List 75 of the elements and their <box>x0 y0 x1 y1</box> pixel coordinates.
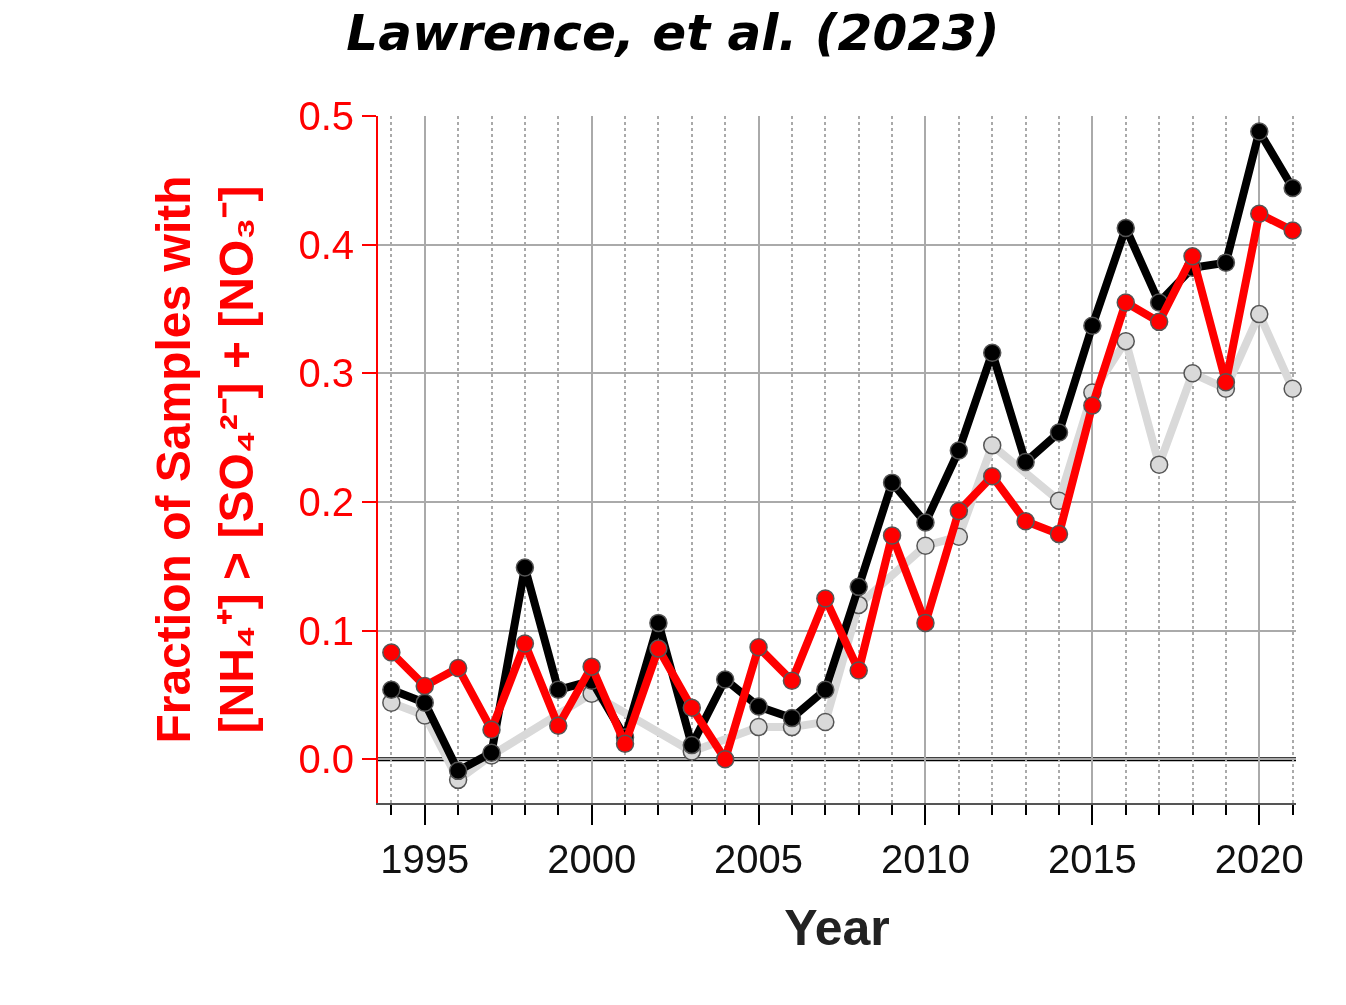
point <box>1183 364 1202 383</box>
chart-title: Lawrence, et al. (2023) <box>346 4 1000 63</box>
point <box>749 717 768 737</box>
point <box>615 734 635 754</box>
x-tick-label: 2005 <box>714 837 804 881</box>
point <box>1083 316 1102 335</box>
point <box>982 466 1002 486</box>
point <box>816 712 835 732</box>
point <box>1116 293 1135 312</box>
point <box>515 634 535 653</box>
point <box>682 698 702 718</box>
point <box>415 676 434 696</box>
point <box>749 638 768 657</box>
point <box>1183 246 1202 266</box>
point <box>1116 218 1135 238</box>
point <box>649 613 668 633</box>
point <box>949 501 969 521</box>
y-tick-label: 0.0 <box>298 737 354 782</box>
point <box>882 526 902 545</box>
point <box>982 343 1002 362</box>
point <box>1049 423 1069 442</box>
point <box>916 536 935 555</box>
point <box>1216 253 1236 272</box>
x-tick-label: 2015 <box>1047 837 1137 881</box>
point <box>1116 331 1135 351</box>
point <box>982 436 1002 455</box>
point <box>549 680 568 700</box>
point <box>849 577 868 597</box>
y-tick-label: 0.3 <box>298 351 354 396</box>
x-tick-label: 2010 <box>880 837 970 881</box>
point <box>1283 178 1302 198</box>
y-tick-label: 0.2 <box>298 479 354 524</box>
y-tick-label: 0.4 <box>298 222 354 267</box>
point <box>1049 524 1069 544</box>
point <box>916 513 935 532</box>
point <box>682 735 702 755</box>
x-tick-label: 2000 <box>547 837 637 881</box>
point <box>882 473 902 492</box>
point <box>849 661 868 680</box>
point <box>916 613 935 633</box>
point <box>1250 304 1269 324</box>
point <box>1283 221 1302 240</box>
point <box>515 558 535 577</box>
point <box>382 643 401 662</box>
point <box>1250 122 1269 141</box>
point <box>1149 455 1169 474</box>
point <box>715 750 735 769</box>
point <box>448 658 468 678</box>
point <box>1083 396 1102 415</box>
point <box>816 680 835 700</box>
point <box>1149 312 1169 332</box>
point <box>1016 452 1035 472</box>
y-tick-label: 0.1 <box>298 608 354 653</box>
point <box>1216 373 1236 392</box>
point <box>1016 512 1035 531</box>
point <box>415 693 434 712</box>
point <box>816 589 835 608</box>
point <box>715 670 735 689</box>
point <box>782 708 802 728</box>
point <box>749 697 768 716</box>
x-tick-label: 2020 <box>1214 837 1304 881</box>
y-tick-label: 0.5 <box>298 94 354 138</box>
point <box>448 761 468 781</box>
point <box>582 657 601 676</box>
point <box>782 671 802 691</box>
point <box>382 680 401 700</box>
point <box>649 639 668 658</box>
x-tick-label: 1995 <box>380 837 470 881</box>
point <box>949 441 969 460</box>
point <box>549 716 568 736</box>
x-axis-title: Year <box>784 900 890 956</box>
point <box>1250 204 1269 224</box>
point <box>482 720 501 739</box>
point <box>1283 379 1302 398</box>
y-axis-title: Fraction of Samples with [NH₄⁺] > [SO₄²⁻] + [NO₃⁻] <box>147 175 263 744</box>
